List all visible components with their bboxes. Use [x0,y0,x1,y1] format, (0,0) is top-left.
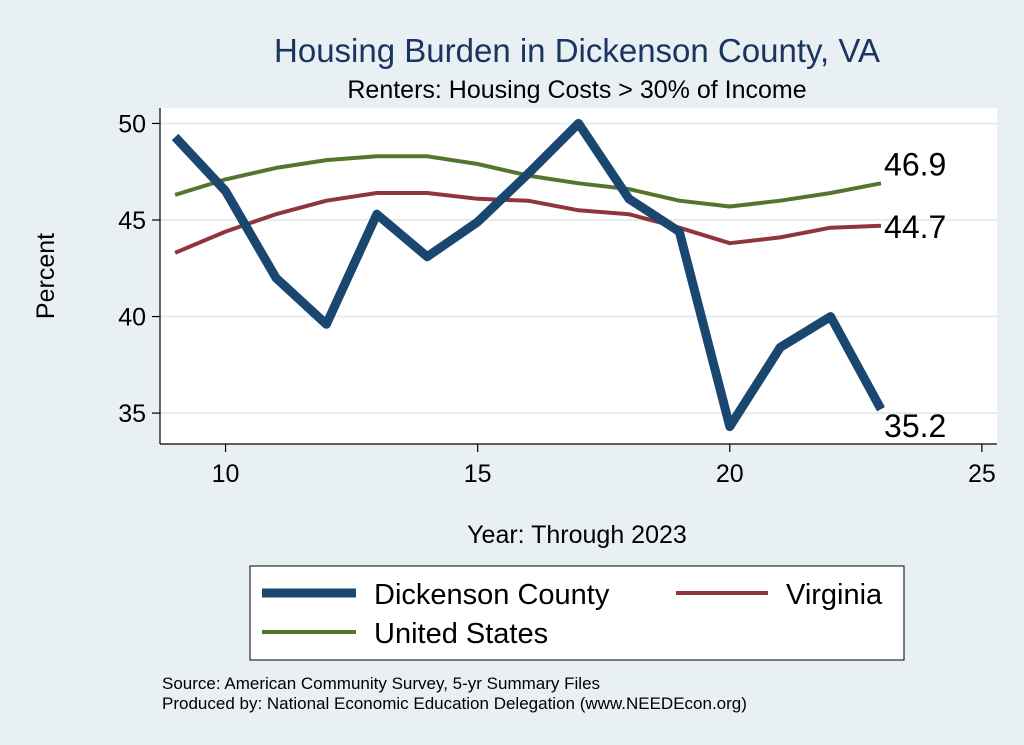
axis-ticks: 35 40 45 50 10 15 20 25 [118,110,996,488]
x-tick-label: 20 [716,460,744,488]
y-tick-label: 40 [118,304,146,332]
end-labels: 35.2 44.7 46.9 [884,146,946,444]
end-label: 44.7 [884,209,946,245]
y-tick-label: 50 [118,110,146,138]
y-tick-label: 45 [118,207,146,235]
legend-label: Virginia [786,579,883,611]
x-tick-label: 25 [968,460,996,488]
x-axis-label: Year: Through 2023 [467,521,687,549]
series-lines [171,118,885,432]
x-tick-label: 15 [464,460,492,488]
producer-note: Produced by: National Economic Education… [162,694,747,713]
x-tick-label: 10 [212,460,240,488]
chart-title: Housing Burden in Dickenson County, VA [274,32,880,69]
y-axis-label: Percent [32,233,60,319]
y-tick-label: 35 [118,400,146,428]
series-line-virginia [174,191,882,255]
legend-label: United States [374,618,548,650]
legend: Dickenson County Virginia United States [262,579,883,650]
legend-label: Dickenson County [374,579,610,611]
source-note: Source: American Community Survey, 5-yr … [162,674,600,693]
end-label: 35.2 [884,408,946,444]
series-line-dickenson-county [171,118,885,432]
legend-box [249,565,905,661]
chart-subtitle: Renters: Housing Costs > 30% of Income [347,76,806,104]
end-label: 46.9 [884,146,946,182]
